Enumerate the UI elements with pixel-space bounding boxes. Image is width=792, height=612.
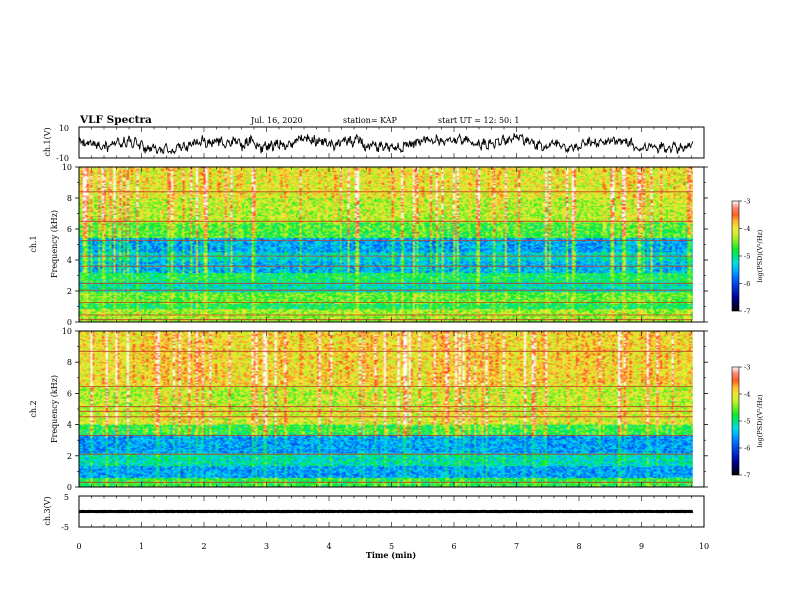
colorbar-tick-label: -6 — [744, 280, 750, 288]
ch3-ytick-bottom: -5 — [61, 523, 69, 532]
ytick-label: 4 — [67, 421, 72, 430]
ch1-waveform-trace — [78, 133, 694, 155]
xtick-label: 6 — [451, 542, 456, 551]
ch3-ytick-top: 5 — [64, 493, 69, 502]
ytick-label: 0 — [67, 318, 72, 327]
ch3-waveform-ylabel: ch.3(V) — [43, 496, 52, 525]
ytick-label: 4 — [67, 256, 72, 265]
time-axis-tick-labels: 0 1 2 3 4 5 6 7 8 9 10 — [76, 542, 709, 551]
ytick-label: 2 — [67, 452, 72, 461]
ch1-ytick-top: 10 — [59, 124, 69, 133]
xtick-label: 7 — [514, 542, 519, 551]
ch2-colorbar-gradient — [731, 366, 740, 476]
colorbar-tick-label: -5 — [744, 418, 750, 426]
colorbar-tick-label: -5 — [744, 253, 750, 261]
ch1-frequency-ylabel: Frequency (kHz) — [50, 210, 59, 278]
ch1-colorbar: -3 -4 -5 -6 -7 log(PSD)(V²/Hz) — [731, 198, 764, 316]
ch2-ytick-group: 0 2 4 6 8 10 — [62, 327, 708, 492]
station-label: station= KAP — [343, 116, 398, 125]
ytick-label: 8 — [67, 194, 72, 203]
ch1-colorbar-label: log(PSD)(V²/Hz) — [756, 229, 764, 282]
ytick-label: 6 — [67, 225, 72, 234]
ch2-frequency-ylabel: Frequency (kHz) — [50, 375, 59, 443]
ch3-waveform-panel: 5 -5 ch.3(V) — [43, 493, 705, 532]
xtick-label: 4 — [326, 542, 331, 551]
ch1-channel-label: ch.1 — [29, 235, 38, 252]
colorbar-tick-label: -3 — [744, 198, 750, 206]
ch3-waveform-line — [78, 509, 694, 514]
ch2-channel-label: ch.2 — [29, 400, 38, 417]
ch1-colorbar-ticks: -3 -4 -5 -6 -7 — [739, 198, 750, 316]
ch1-spectral-lines — [79, 191, 693, 321]
ch1-waveform-ylabel: ch.1(V) — [43, 127, 52, 156]
ytick-label: 6 — [67, 389, 72, 398]
ch1-waveform-panel: 10 -10 ch.1(V) — [43, 124, 705, 163]
colorbar-tick-label: -3 — [744, 364, 750, 372]
xtick-label: 0 — [76, 542, 81, 551]
ch1-spectrogram-panel: 0 2 4 6 8 10 ch.1 Frequency (kHz) — [29, 163, 708, 327]
colorbar-tick-label: -7 — [744, 308, 750, 316]
xtick-label: 8 — [576, 542, 581, 551]
time-axis-label: Time (min) — [366, 550, 416, 560]
ch3-waveform-trace — [78, 509, 694, 514]
xtick-label: 1 — [139, 542, 144, 551]
xtick-label: 3 — [264, 542, 269, 551]
ch1-waveform-line — [78, 133, 694, 155]
ch2-colorbar: -3 -4 -5 -6 -7 log(PSD)(V²/Hz) — [731, 364, 764, 480]
date-label: Jul. 16, 2020 — [250, 116, 303, 125]
start-time-label: start UT = 12: 50: 1 — [438, 116, 519, 125]
colorbar-tick-label: -6 — [744, 445, 750, 453]
ch2-spectral-lines — [79, 350, 693, 483]
ch2-colorbar-ticks: -3 -4 -5 -6 -7 — [739, 364, 750, 480]
ytick-label: 8 — [67, 358, 72, 367]
colorbar-tick-label: -4 — [744, 391, 750, 399]
xtick-label: 2 — [201, 542, 206, 551]
ch1-spectrogram-image — [79, 167, 693, 322]
ch2-spectrogram-image — [79, 331, 693, 487]
ch2-colorbar-label: log(PSD)(V²/Hz) — [756, 394, 764, 447]
colorbar-tick-label: -4 — [744, 225, 750, 233]
xtick-label: 5 — [389, 542, 394, 551]
ch2-spectrogram-panel: 0 2 4 6 8 10 ch.2 Frequency (kHz) — [29, 327, 708, 492]
figure-title: VLF Spectra — [79, 114, 152, 126]
ytick-label: 10 — [62, 327, 72, 336]
ytick-label: 10 — [62, 163, 72, 172]
ytick-label: 0 — [67, 483, 72, 492]
ch1-colorbar-gradient — [731, 200, 740, 312]
xtick-label: 9 — [639, 542, 644, 551]
xtick-label: 10 — [699, 542, 709, 551]
ch1-ytick-group: 0 2 4 6 8 10 — [62, 163, 708, 327]
colorbar-tick-label: -7 — [744, 472, 750, 480]
ch1-ytick-bottom: -10 — [56, 154, 69, 163]
time-axis-ticks — [78, 127, 705, 527]
ytick-label: 2 — [67, 287, 72, 296]
